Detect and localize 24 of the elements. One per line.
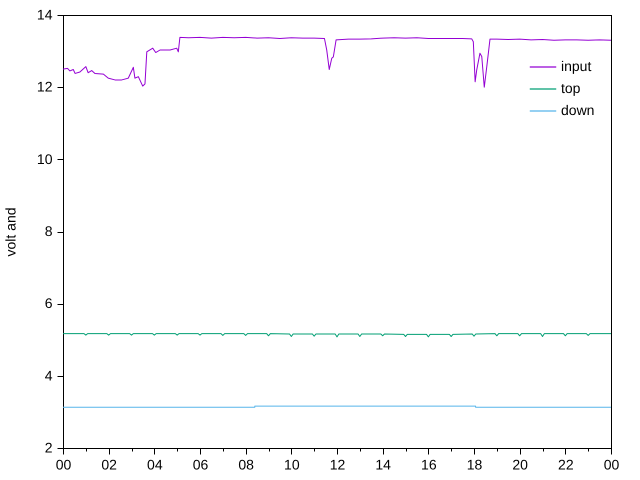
x-tick-label: 02 bbox=[101, 456, 118, 472]
legend-label: down bbox=[561, 102, 594, 118]
legend-label: input bbox=[561, 58, 592, 74]
x-tick-label: 10 bbox=[284, 456, 300, 472]
x-tick-label: 00 bbox=[604, 456, 620, 472]
y-tick-label: 14 bbox=[36, 6, 53, 22]
y-tick-label: 4 bbox=[44, 367, 53, 384]
x-tick-label: 12 bbox=[330, 456, 346, 472]
x-tick-label: 16 bbox=[421, 456, 437, 472]
legend-label: top bbox=[561, 80, 581, 96]
y-tick-label: 8 bbox=[44, 223, 53, 239]
x-tick-label: 14 bbox=[375, 456, 392, 472]
y-tick-label: 12 bbox=[36, 78, 53, 95]
x-tick-label: 20 bbox=[512, 456, 528, 472]
y-tick-label: 10 bbox=[36, 150, 53, 167]
x-tick-label: 18 bbox=[466, 456, 482, 472]
x-tick-label: 08 bbox=[238, 456, 254, 472]
x-tick-label: 00 bbox=[56, 456, 72, 472]
x-tick-label: 22 bbox=[558, 456, 574, 472]
x-tick-label: 04 bbox=[147, 456, 163, 472]
y-tick-label: 6 bbox=[44, 295, 53, 312]
y-tick-label: 2 bbox=[44, 440, 53, 456]
y-axis-title: volt and bbox=[2, 207, 18, 257]
x-tick-label: 06 bbox=[192, 456, 208, 472]
